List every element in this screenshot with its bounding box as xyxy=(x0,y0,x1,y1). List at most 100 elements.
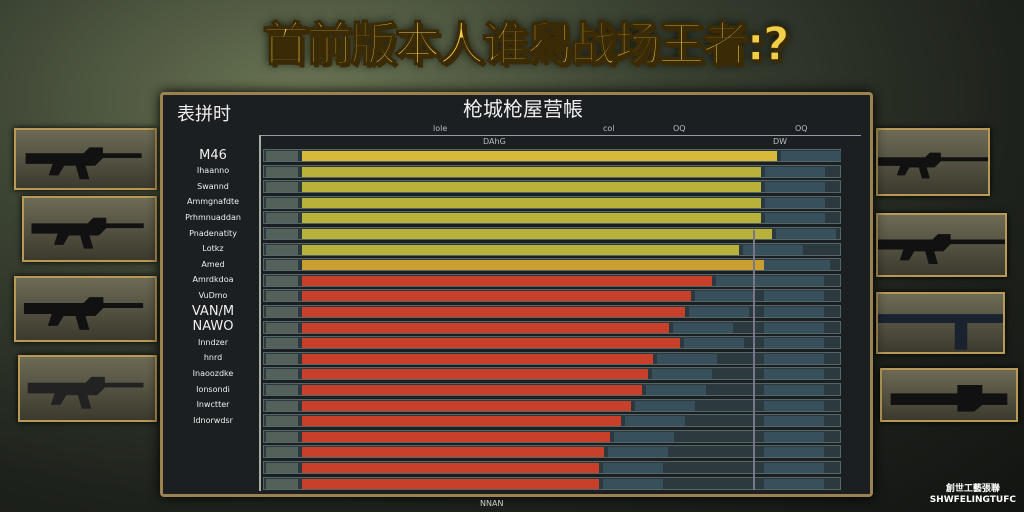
bar xyxy=(302,322,670,333)
gun-image-7 xyxy=(876,292,1005,354)
bar xyxy=(302,260,767,271)
value-cell xyxy=(765,182,825,193)
bar-row xyxy=(263,320,841,334)
rifle-icon xyxy=(23,297,144,330)
watermark-line: 創世工藝張聯 xyxy=(945,484,1000,494)
bar-row xyxy=(263,180,841,194)
row-cell xyxy=(266,400,298,411)
row-cell xyxy=(266,244,298,255)
bar-row xyxy=(263,429,841,443)
row-label: Ihaanno xyxy=(196,166,230,176)
value-cell xyxy=(764,431,824,442)
value-cell xyxy=(635,400,696,411)
bar xyxy=(302,229,772,239)
row-label: hnrd xyxy=(203,353,223,363)
axis-tick: OQ xyxy=(673,124,686,133)
value-cell xyxy=(689,307,750,317)
gun-image-4 xyxy=(18,355,157,422)
row-cell xyxy=(266,166,298,177)
bar-row xyxy=(263,414,841,428)
bar xyxy=(302,197,761,208)
row-label: Idnorwdsr xyxy=(193,415,233,425)
row-cell xyxy=(266,197,298,208)
row-label: VuDmo xyxy=(198,290,228,300)
gun-image-5 xyxy=(876,128,990,196)
bar-row xyxy=(263,289,841,303)
bar-area xyxy=(259,135,849,491)
top-axis xyxy=(261,135,861,136)
value-cell xyxy=(764,416,824,427)
rifle-icon xyxy=(25,147,142,180)
value-cell xyxy=(764,307,824,317)
rifle-icon xyxy=(27,376,144,409)
value-cell xyxy=(765,197,825,208)
row-label: M46 xyxy=(199,147,227,163)
value-cell xyxy=(764,291,824,302)
value-cell xyxy=(764,275,824,286)
column-header: DAhG xyxy=(483,137,506,146)
gun-image-2 xyxy=(22,196,157,262)
row-cell xyxy=(266,213,298,224)
bar-row xyxy=(263,195,841,209)
rifle-icon xyxy=(878,152,988,179)
rifle-icon xyxy=(31,217,144,249)
row-cell xyxy=(266,260,298,271)
bar xyxy=(302,369,648,380)
value-cell xyxy=(764,400,824,411)
column-header: DW xyxy=(773,137,788,146)
bar xyxy=(302,385,643,395)
row-cell xyxy=(266,369,298,380)
value-cell xyxy=(603,478,663,489)
gun-image-1 xyxy=(14,128,157,190)
row-cell xyxy=(266,229,298,239)
row-label: Ionsondi xyxy=(196,384,230,394)
value-cell xyxy=(765,166,825,177)
row-label: Inwctter xyxy=(196,400,230,410)
row-cell xyxy=(266,447,298,458)
axis-tick: lole xyxy=(433,124,448,133)
value-cell xyxy=(764,369,824,380)
row-cell xyxy=(266,463,298,473)
bar xyxy=(302,307,686,317)
watermark-line: SHWFELINGTUFC xyxy=(929,495,1016,505)
bar xyxy=(302,447,605,458)
page-title: 首前版本人谁舄战场王者:? xyxy=(262,16,791,72)
value-cell xyxy=(764,260,824,271)
row-cell xyxy=(266,291,298,302)
bar-row xyxy=(263,273,841,287)
axis-tick: OQ xyxy=(795,124,808,133)
value-cell xyxy=(764,338,824,349)
bar-row xyxy=(263,367,841,381)
rifle-icon xyxy=(890,385,1008,412)
value-cell xyxy=(657,353,717,364)
bar-row xyxy=(263,227,841,240)
rifle-icon xyxy=(878,234,1005,265)
gun-image-3 xyxy=(14,276,157,342)
bar xyxy=(302,431,610,442)
row-cell xyxy=(266,151,298,161)
value-cell xyxy=(716,275,777,286)
row-cell xyxy=(266,431,298,442)
comparison-panel: 表拼时 枪城枪屋营帳 lole col OQ OQ DAhG DW M46 Iha… xyxy=(160,92,873,497)
bar-row xyxy=(263,305,841,318)
row-label: Inaoozdke xyxy=(192,368,234,378)
bar-row xyxy=(263,258,841,272)
row-cell xyxy=(266,322,298,333)
row-label: Ammgnafdte xyxy=(186,197,240,207)
bar-row xyxy=(263,398,841,412)
row-cell xyxy=(266,353,298,364)
bar-row xyxy=(263,149,842,162)
axis-tick: col xyxy=(603,124,615,133)
row-cell xyxy=(266,307,298,317)
row-cell xyxy=(266,338,298,349)
row-cell xyxy=(266,275,298,286)
bar xyxy=(302,463,599,473)
value-cell xyxy=(764,447,824,458)
row-label: VAN/M xyxy=(191,303,235,319)
value-cell xyxy=(694,291,755,302)
bar-row xyxy=(263,351,841,365)
watermark: 創世工藝張聯 SHWFELINGTUFC xyxy=(930,484,1016,506)
bar xyxy=(302,213,761,224)
row-label: Lotkz xyxy=(202,244,224,254)
divider xyxy=(753,230,755,490)
